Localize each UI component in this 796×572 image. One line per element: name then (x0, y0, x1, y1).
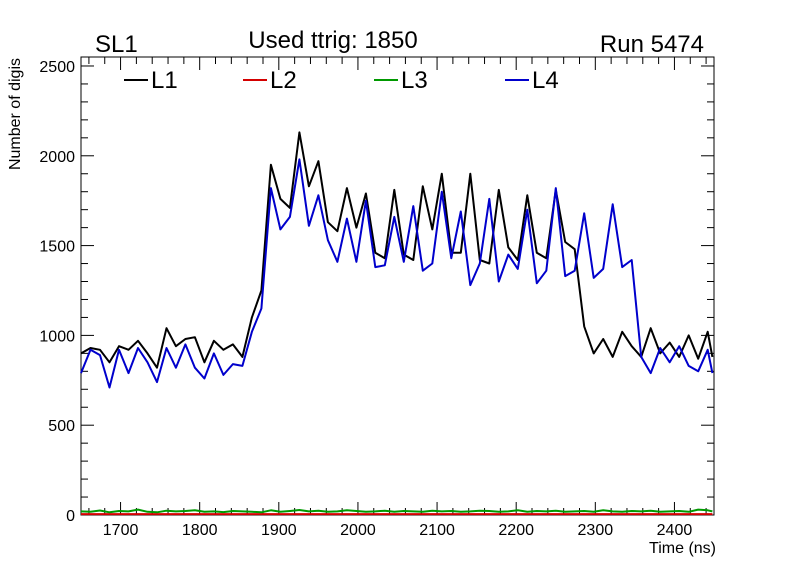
x-tick-label: 2200 (498, 522, 534, 539)
series-line-l1 (80, 131, 714, 369)
legend: L1 L2 L3 L4 (124, 67, 559, 94)
x-axis-label: Time (ns) (649, 540, 716, 557)
y-tick-label: 0 (66, 508, 75, 525)
legend-label-l4: L4 (532, 67, 559, 94)
series-layer (80, 131, 714, 516)
y-axis-label: Number of digis (7, 58, 24, 170)
plot-frame (80, 56, 715, 516)
x-axis-ticks: 1700 1800 1900 2000 2100 2200 2300 2400 (88, 57, 707, 539)
x-tick-label: 2100 (419, 522, 455, 539)
y-tick-label: 2500 (39, 59, 75, 76)
y-tick-label: 1500 (39, 239, 75, 256)
chart-title: Used ttrig: 1850 (248, 27, 417, 54)
label-right: Run 5474 (600, 31, 704, 58)
y-tick-label: 2000 (39, 149, 75, 166)
x-tick-label: 2000 (340, 522, 376, 539)
y-tick-label: 500 (48, 418, 75, 435)
x-tick-label: 2400 (657, 522, 693, 539)
legend-label-l1: L1 (151, 67, 178, 94)
x-tick-label: 1900 (261, 522, 297, 539)
series-line-l4 (80, 158, 714, 389)
x-tick-label: 2300 (578, 522, 614, 539)
label-left: SL1 (95, 31, 138, 58)
y-tick-label: 1000 (39, 328, 75, 345)
x-tick-label: 1800 (182, 522, 218, 539)
y-axis-ticks: 0 500 1000 1500 2000 2500 (39, 59, 714, 525)
series-line-l3 (80, 508, 713, 514)
legend-label-l3: L3 (401, 67, 428, 94)
legend-label-l2: L2 (270, 67, 297, 94)
x-tick-label: 1700 (103, 522, 139, 539)
